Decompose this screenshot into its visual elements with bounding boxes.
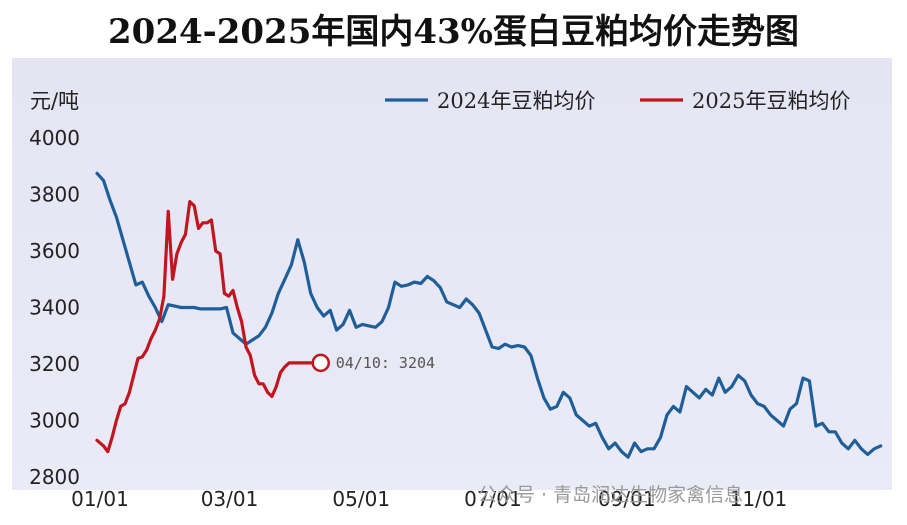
annotation-marker (311, 353, 330, 373)
series-line-1 (95, 171, 883, 459)
y-tick-label: 2800 (29, 465, 80, 489)
legend-label-1: 2024年豆粕均价 (437, 89, 595, 113)
annotations: 04/10: 3204 (311, 353, 435, 373)
y-tick-label: 3200 (29, 352, 80, 376)
chart-title: 2024-2025年国内43%蛋白豆粕均价走势图 (108, 12, 799, 52)
legend: 2024年豆粕均价 2025年豆粕均价 (385, 89, 850, 113)
x-tick-label: 03/01 (201, 487, 259, 511)
x-tick-label: 05/01 (332, 487, 390, 511)
plot-background (12, 58, 892, 490)
y-tick-label: 4000 (29, 126, 80, 150)
y-tick-label: 3000 (29, 409, 80, 433)
watermark: 公众号 · 青岛润达生物家禽信息 (478, 484, 744, 506)
annotation-label: 04/10: 3204 (336, 354, 435, 372)
y-axis-ticks: 2800 3000 3200 3400 3600 3800 4000 (29, 126, 80, 489)
x-tick-label: 09/01 (598, 487, 656, 511)
y-tick-label: 3600 (29, 239, 80, 263)
legend-label-2: 2025年豆粕均价 (692, 89, 850, 113)
y-tick-label: 3800 (29, 183, 80, 207)
x-tick-label: 07/01 (464, 487, 522, 511)
x-tick-label: 11/01 (730, 487, 788, 511)
y-axis-label: 元/吨 (30, 89, 79, 113)
y-tick-label: 3400 (29, 296, 80, 320)
series-line-2 (95, 200, 313, 454)
x-tick-label: 01/01 (71, 487, 129, 511)
x-axis-ticks: 01/01 03/01 05/01 07/01 09/01 11/01 (71, 487, 787, 511)
series-lines (95, 171, 883, 459)
